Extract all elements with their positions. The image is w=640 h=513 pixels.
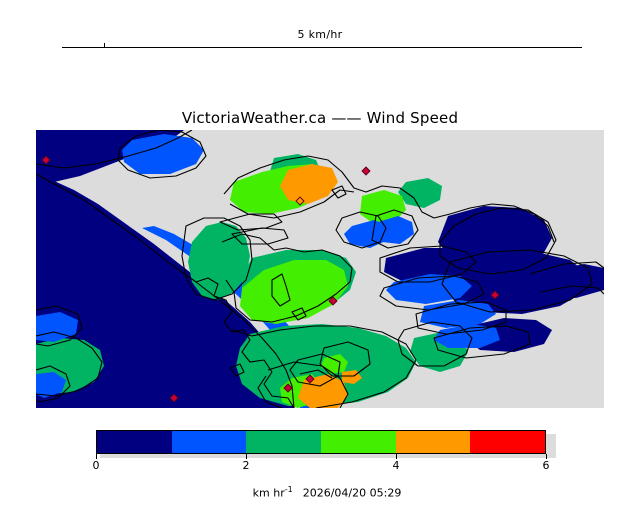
contour-band-1-2-ne-strip bbox=[344, 220, 388, 248]
colorbar-legend: 0 2 4 6 km hr-1 2026/04/20 05:29 bbox=[0, 424, 640, 500]
colorbar-tick bbox=[546, 454, 547, 459]
colorbar-tick bbox=[96, 454, 97, 459]
wind-speed-map[interactable] bbox=[36, 130, 604, 408]
colorbar-segment-2 bbox=[246, 431, 322, 453]
wind-vector-scale-bar: 5 km/hr bbox=[0, 28, 640, 56]
contour-band-3-4-lee bbox=[240, 260, 348, 324]
scale-bar-label: 5 km/hr bbox=[297, 28, 343, 41]
coastline-layer bbox=[36, 130, 604, 408]
page-title: VictoriaWeather.ca —— Wind Speed bbox=[181, 109, 459, 127]
colorbar-segment-4 bbox=[395, 431, 471, 453]
colorbar-tick bbox=[396, 454, 397, 459]
colorbar-timestamp: 2026/04/20 05:29 bbox=[302, 486, 402, 500]
scale-bar-tick-mark bbox=[104, 43, 105, 48]
contour-band-4-5-ridge-core bbox=[280, 164, 338, 204]
colorbar-tick-label: 6 bbox=[542, 459, 550, 472]
contour-band-1-2-left-small bbox=[36, 312, 78, 342]
colorbar-axis bbox=[96, 454, 547, 460]
colorbar-units-label: km hr bbox=[252, 486, 285, 500]
colorbar-units-and-timestamp: km hr-1 2026/04/20 05:29 bbox=[0, 472, 640, 513]
contour-band-2-3-small-e bbox=[398, 178, 442, 208]
contour-fill-layer bbox=[36, 130, 604, 408]
colorbar-tick-label: 4 bbox=[392, 459, 400, 472]
contour-band-0-1-ocean-main bbox=[36, 170, 294, 408]
station-marker[interactable] bbox=[361, 166, 371, 176]
station-marker[interactable] bbox=[41, 155, 51, 165]
colorbar-strip[interactable] bbox=[96, 430, 546, 454]
colorbar-segment-0 bbox=[97, 431, 172, 453]
colorbar-tick-label: 2 bbox=[242, 459, 250, 472]
contour-band-1-2-nw bbox=[122, 134, 204, 174]
station-marker[interactable] bbox=[305, 374, 315, 384]
station-marker[interactable] bbox=[328, 296, 338, 306]
colorbar-segment-3 bbox=[321, 431, 396, 453]
map-canvas bbox=[36, 130, 604, 408]
colorbar-tick-label: 0 bbox=[92, 459, 100, 472]
station-marker-layer[interactable] bbox=[41, 155, 500, 403]
station-marker[interactable] bbox=[295, 196, 305, 206]
colorbar-segment-5 bbox=[470, 431, 546, 453]
colorbar-units-exponent: -1 bbox=[284, 485, 293, 494]
station-marker[interactable] bbox=[283, 383, 293, 393]
colorbar-segment-1 bbox=[171, 431, 247, 453]
station-marker[interactable] bbox=[169, 393, 179, 403]
contour-band-1-2-left-small2 bbox=[36, 372, 66, 398]
contour-band-3-4-east bbox=[360, 190, 406, 224]
contour-band-2-3-upper-island bbox=[188, 222, 250, 300]
contour-band-3-4-small bbox=[321, 354, 348, 374]
station-marker[interactable] bbox=[490, 290, 500, 300]
contour-band-0-1-ne-strip bbox=[384, 248, 474, 282]
colorbar-tick bbox=[245, 454, 247, 459]
colorbar-tick-labels: 0 2 4 6 bbox=[0, 459, 640, 473]
scale-bar-line bbox=[62, 47, 582, 48]
